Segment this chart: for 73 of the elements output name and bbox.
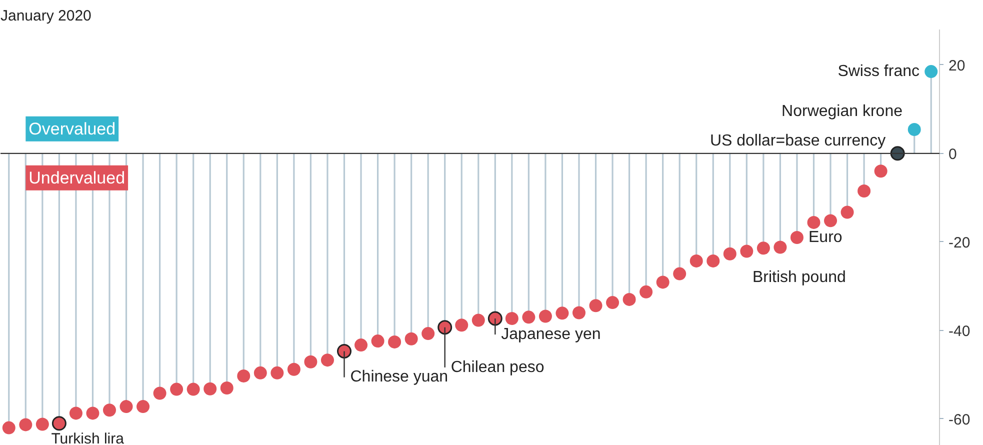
point [102, 404, 116, 417]
point [304, 355, 318, 368]
point [556, 306, 569, 320]
point [488, 311, 502, 326]
point [874, 164, 888, 178]
point [388, 335, 402, 348]
point [890, 146, 905, 161]
point [237, 370, 250, 383]
point [640, 285, 653, 298]
point [756, 242, 770, 255]
point [656, 276, 670, 289]
point [170, 382, 184, 396]
point [790, 231, 804, 244]
point [19, 418, 32, 432]
y-tick-label: 20 [948, 57, 966, 74]
point [270, 366, 284, 380]
point [690, 254, 703, 268]
point [320, 354, 334, 367]
point [287, 362, 300, 376]
point [522, 310, 536, 324]
point [706, 254, 720, 268]
y-tick-label: 0 [948, 146, 957, 163]
point [622, 292, 636, 306]
point [36, 418, 49, 431]
point [858, 184, 871, 198]
point [422, 327, 435, 340]
annotation: Japanese yen [501, 326, 601, 343]
point [371, 334, 384, 348]
point [589, 299, 602, 312]
point [824, 214, 838, 228]
point [807, 216, 820, 229]
point [220, 381, 234, 394]
point [404, 332, 418, 346]
annotation: Norwegian krone [782, 103, 903, 120]
annotation: Turkish lira [51, 430, 125, 445]
point [908, 123, 921, 136]
point [2, 421, 16, 434]
point [723, 247, 736, 260]
point [186, 382, 200, 396]
y-tick-label: -40 [948, 322, 970, 340]
point [740, 244, 754, 258]
point [774, 240, 787, 254]
annotation: Chilean peso [450, 358, 544, 376]
point [69, 406, 82, 420]
point [254, 366, 267, 380]
point [538, 310, 552, 323]
point [52, 416, 66, 431]
point [455, 318, 468, 332]
annotation: Swiss franc [838, 63, 920, 80]
point [153, 386, 166, 400]
annotation: British pound [752, 269, 846, 286]
point [354, 338, 368, 352]
point [505, 312, 518, 325]
point [438, 320, 452, 335]
y-tick-label: -60 [948, 411, 970, 428]
annotation: Undervalued [28, 168, 126, 188]
point [336, 344, 352, 358]
annotation: Euro [808, 229, 842, 246]
annotation: US dollar=base currency [710, 132, 886, 150]
annotation: Overvalued [28, 119, 116, 138]
point [572, 306, 586, 320]
chart-title: January 2020 [0, 8, 92, 24]
point [120, 400, 133, 414]
annotation: Chinese yuan [350, 368, 448, 386]
point [136, 400, 150, 414]
point [924, 65, 938, 78]
point [472, 314, 485, 327]
y-tick-label: -20 [948, 234, 970, 252]
point [606, 296, 620, 310]
point [673, 267, 686, 280]
point [840, 206, 854, 219]
point [86, 406, 100, 420]
point [204, 382, 217, 396]
